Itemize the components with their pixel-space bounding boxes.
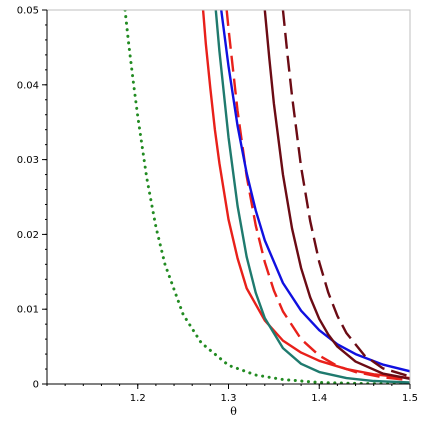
x-tick-label: 1.2 (130, 393, 146, 404)
x-axis-label: θ (230, 405, 237, 418)
series-line-4 (225, 10, 410, 382)
x-tick-label: 1.3 (221, 393, 237, 404)
y-tick-label: 0 (33, 380, 39, 391)
y-tick-label: 0.04 (17, 80, 39, 91)
series-line-6 (263, 10, 410, 380)
series-line-5 (220, 10, 410, 373)
y-tick-label: 0.02 (17, 230, 39, 241)
axes-group: 0 0.01 0.02 0.03 0.04 0.05 1.2 1.3 1.4 1.5 (17, 6, 418, 405)
series-line-3 (214, 10, 410, 384)
x-tick-label: 1.5 (402, 393, 418, 404)
y-tick-label: 0.05 (17, 6, 39, 17)
series-group (123, 10, 410, 384)
series-line-1 (123, 10, 410, 384)
y-tick-label: 0.03 (17, 155, 39, 166)
x-tick-label: 1.4 (311, 393, 327, 404)
series-line-7 (281, 10, 410, 378)
y-tick-label: 0.01 (17, 305, 39, 316)
series-line-2 (201, 10, 410, 380)
